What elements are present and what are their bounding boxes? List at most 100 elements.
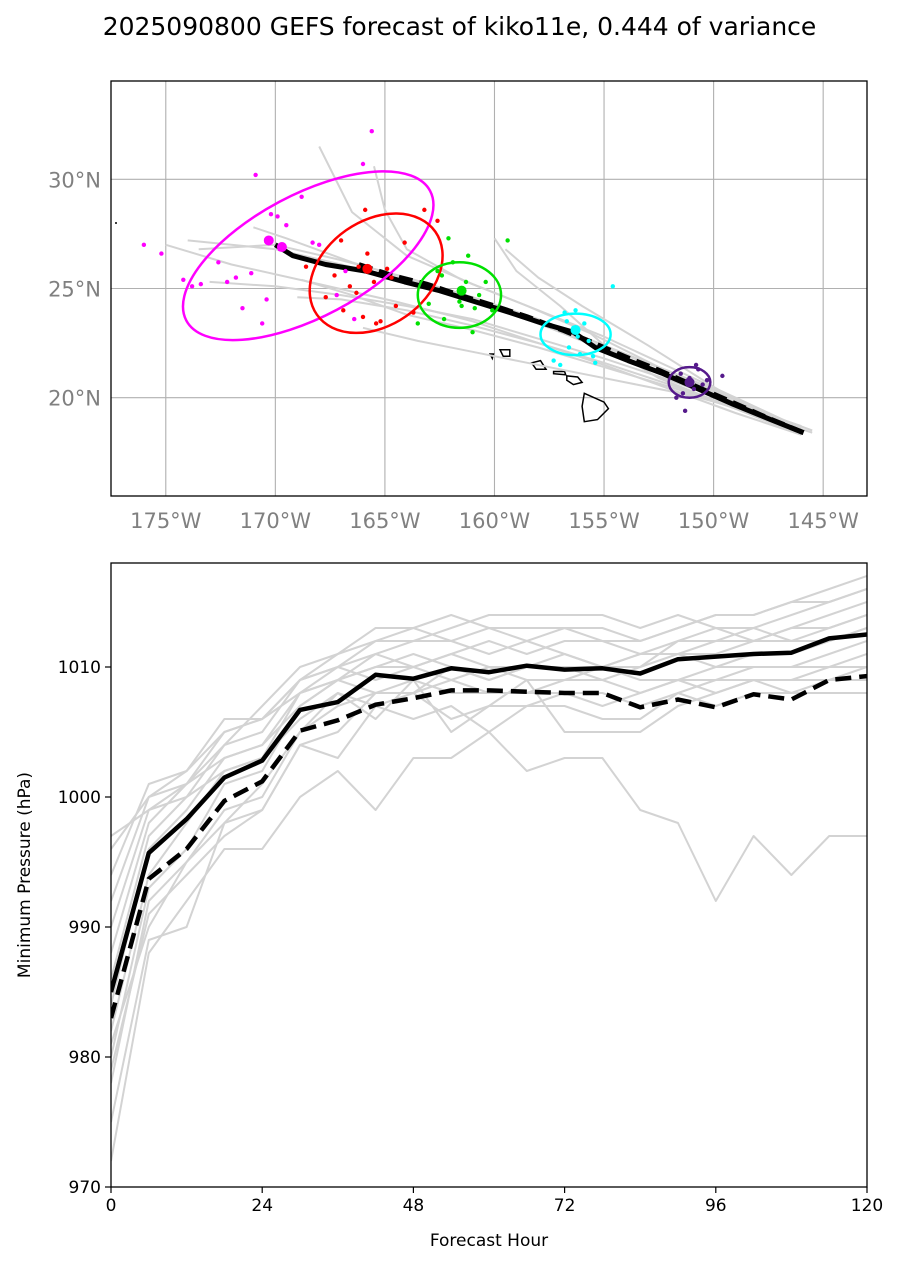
member-position-hour-72 [505, 238, 510, 243]
island-outline [530, 359, 548, 371]
map-xtick-label: 170°W [240, 509, 312, 533]
member-position-hour-48 [362, 207, 368, 213]
mean-pressure-lines [111, 632, 867, 1019]
member-position-hour-120 [691, 386, 697, 392]
ensemble-pressure-lines [111, 575, 867, 1162]
ensemble-track-line [165, 243, 802, 436]
ensemble-pressure-line [111, 627, 867, 902]
member-positions [141, 129, 725, 414]
pressure-xtick-label: 24 [251, 1196, 273, 1216]
member-position-hour-24 [275, 214, 280, 219]
member-position-hour-24 [316, 242, 322, 248]
centroid-marker-hour-96 [570, 325, 581, 335]
member-position-hour-24 [264, 297, 269, 302]
member-position-hour-24 [284, 222, 289, 228]
member-position-hour-48 [373, 321, 379, 326]
pressure-ytick-label: 980 [69, 1048, 101, 1068]
uncertainty-ellipse-hour-120 [667, 365, 712, 399]
member-position-hour-48 [422, 207, 427, 213]
member-position-hour-48 [389, 275, 394, 280]
member-position-hour-48 [360, 314, 366, 320]
member-position-hour-48 [332, 273, 337, 278]
member-position-hour-72 [457, 299, 462, 304]
centroid-marker-hour-24 [276, 242, 287, 252]
map-tick-labels: 175°W 170°W 165°W 160°W 155°W 150°W 145°W 20°N 2… [48, 168, 859, 533]
ensemble-pressure-line [111, 653, 867, 837]
x-axis-label: Forecast Hour [430, 1231, 548, 1251]
pressure-xtick-label: 120 [851, 1196, 883, 1216]
map-xtick-label: 150°W [678, 509, 750, 533]
member-position-hour-120 [680, 391, 686, 396]
member-position-hour-24 [159, 251, 164, 256]
member-position-hour-24 [334, 292, 339, 298]
ensemble-track-line [318, 146, 802, 430]
member-position-hour-24 [310, 240, 315, 245]
member-position-hour-96 [582, 321, 587, 326]
member-position-hour-24 [181, 277, 186, 282]
member-position-hour-48 [402, 240, 407, 245]
hawaii-coastline [488, 348, 610, 423]
member-position-hour-72 [441, 316, 447, 322]
centroid-marker-hour-24 [263, 235, 274, 246]
map-ytick-label: 20°N [48, 387, 101, 411]
ensemble-pressure-line [111, 614, 867, 876]
member-position-hour-48 [303, 264, 309, 269]
member-position-hour-24 [253, 172, 258, 178]
member-position-hour-96 [558, 362, 563, 368]
ensemble-track-line [297, 296, 802, 434]
mean-tracks [273, 242, 805, 436]
member-position-hour-48 [378, 319, 383, 324]
member-position-hour-24 [141, 242, 147, 248]
member-position-hour-72 [435, 268, 440, 274]
member-position-hour-24 [360, 161, 366, 167]
member-position-hour-24 [240, 305, 245, 311]
y-axis-label: Minimum Pressure (hPa) [15, 772, 35, 978]
member-position-hour-120 [682, 408, 688, 414]
map-xtick-label: 145°W [787, 509, 859, 533]
member-position-hour-24 [299, 194, 304, 199]
island-outline [498, 348, 511, 357]
mean-pressure-line [111, 632, 867, 993]
member-position-hour-120 [704, 378, 710, 383]
member-position-hour-96 [586, 338, 591, 344]
member-position-hour-96 [575, 334, 580, 339]
pressure-xtick-label: 96 [705, 1196, 727, 1216]
member-position-hour-72 [450, 260, 456, 265]
pressure-xtick-label: 0 [106, 1196, 117, 1216]
pressure-ticks: 0 24 48 72 96 120 970 980 990 1000 1010 [58, 658, 883, 1216]
ensemble-pressure-line [111, 640, 867, 1123]
member-position-hour-72 [459, 303, 464, 309]
map-frame [110, 80, 868, 497]
member-position-hour-120 [696, 367, 701, 372]
member-position-hour-24 [249, 271, 254, 276]
map-xtick-label: 175°W [130, 509, 202, 533]
member-position-hour-96 [590, 354, 596, 359]
member-position-hour-24 [233, 275, 239, 280]
member-position-hour-24 [189, 284, 195, 289]
member-position-hour-120 [700, 382, 705, 387]
island-outline [552, 370, 567, 376]
centroid-marker-hour-120 [684, 377, 695, 388]
mean-track-line [273, 242, 805, 436]
member-position-hour-24 [216, 260, 221, 265]
uncertainty-ellipse-hour-48 [308, 212, 444, 335]
ensemble-track-line [373, 165, 791, 430]
member-position-hour-24 [369, 129, 374, 134]
member-position-hour-48 [356, 264, 361, 269]
map-ytick-label: 30°N [48, 168, 101, 192]
ensemble-pressure-line [111, 588, 867, 928]
figure-title: 2025090800 GEFS forecast of kiko11e, 0.4… [102, 12, 817, 41]
member-position-hour-48 [411, 310, 416, 315]
member-position-hour-96 [577, 351, 583, 357]
member-position-hour-120 [674, 395, 679, 400]
member-position-hour-120 [678, 371, 683, 376]
member-position-hour-96 [551, 358, 556, 363]
member-position-hour-24 [268, 212, 274, 217]
member-position-hour-72 [439, 273, 445, 278]
ensemble-pressure-line [111, 627, 867, 1006]
map-gridlines [111, 81, 867, 496]
map-xtick-label: 155°W [568, 509, 640, 533]
member-position-hour-96 [566, 345, 572, 350]
member-position-hour-48 [365, 251, 370, 256]
